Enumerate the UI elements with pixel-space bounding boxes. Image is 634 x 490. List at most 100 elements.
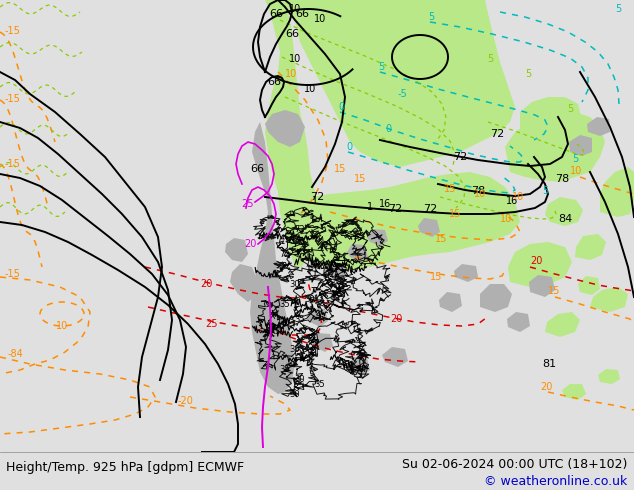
Polygon shape xyxy=(562,384,586,400)
Polygon shape xyxy=(600,167,634,217)
Text: 35: 35 xyxy=(280,300,290,309)
Text: 10: 10 xyxy=(304,84,316,94)
Polygon shape xyxy=(382,347,408,367)
Text: 72: 72 xyxy=(388,204,402,214)
Text: 66: 66 xyxy=(295,9,309,19)
Polygon shape xyxy=(347,357,370,376)
Text: 1: 1 xyxy=(367,202,373,212)
Text: 72: 72 xyxy=(453,152,467,162)
Text: 72: 72 xyxy=(310,192,324,202)
Text: 72: 72 xyxy=(490,129,504,139)
Text: 72: 72 xyxy=(305,260,315,269)
Text: 72: 72 xyxy=(325,270,335,279)
Polygon shape xyxy=(311,333,333,352)
Text: 0: 0 xyxy=(346,142,352,152)
Polygon shape xyxy=(225,238,248,262)
Text: 1: 1 xyxy=(312,196,318,206)
Text: © weatheronline.co.uk: © weatheronline.co.uk xyxy=(484,475,628,488)
Polygon shape xyxy=(545,197,583,226)
Polygon shape xyxy=(285,172,520,270)
Text: 30: 30 xyxy=(290,390,301,399)
Text: 20: 20 xyxy=(200,279,212,289)
Text: -15: -15 xyxy=(5,269,21,279)
Polygon shape xyxy=(575,234,606,260)
Text: 20: 20 xyxy=(530,256,542,266)
Polygon shape xyxy=(598,369,620,384)
Text: 66: 66 xyxy=(285,29,299,39)
Text: 10: 10 xyxy=(570,166,582,176)
Text: 35: 35 xyxy=(280,365,290,374)
Polygon shape xyxy=(454,264,478,282)
Text: 10: 10 xyxy=(289,4,301,14)
Polygon shape xyxy=(347,244,368,262)
Text: 10: 10 xyxy=(314,14,326,24)
Text: 10: 10 xyxy=(500,214,512,224)
Polygon shape xyxy=(326,262,348,282)
Text: 25: 25 xyxy=(242,199,254,209)
Polygon shape xyxy=(569,135,592,156)
Polygon shape xyxy=(439,292,462,312)
Text: 5: 5 xyxy=(378,62,384,72)
Text: 72: 72 xyxy=(423,204,437,214)
Text: 35: 35 xyxy=(295,315,306,324)
Polygon shape xyxy=(230,264,258,302)
Polygon shape xyxy=(529,275,555,297)
Text: 78: 78 xyxy=(471,186,485,196)
Polygon shape xyxy=(250,122,295,394)
Text: 30: 30 xyxy=(275,327,285,336)
Text: 5: 5 xyxy=(572,154,578,164)
Text: -15: -15 xyxy=(5,94,21,104)
Text: 15: 15 xyxy=(548,286,560,296)
Text: 10: 10 xyxy=(512,192,524,202)
Text: Su 02-06-2024 00:00 UTC (18+102): Su 02-06-2024 00:00 UTC (18+102) xyxy=(403,458,628,471)
Polygon shape xyxy=(507,312,530,332)
Text: 5: 5 xyxy=(615,4,621,14)
Text: 30: 30 xyxy=(295,375,306,384)
Polygon shape xyxy=(545,312,580,337)
Text: Height/Temp. 925 hPa [gdpm] ECMWF: Height/Temp. 925 hPa [gdpm] ECMWF xyxy=(6,461,245,474)
Text: 66: 66 xyxy=(301,0,315,2)
Text: 78: 78 xyxy=(555,174,569,184)
Text: 15: 15 xyxy=(354,174,366,184)
Text: 16: 16 xyxy=(506,196,518,206)
Polygon shape xyxy=(280,0,515,167)
Text: 10: 10 xyxy=(56,321,68,331)
Polygon shape xyxy=(520,97,582,140)
Text: -84: -84 xyxy=(8,349,23,359)
Text: 72: 72 xyxy=(295,225,306,234)
Text: 0: 0 xyxy=(338,102,344,112)
Text: 30: 30 xyxy=(305,295,315,304)
Text: -15: -15 xyxy=(5,159,21,169)
Text: 30: 30 xyxy=(290,345,301,354)
Polygon shape xyxy=(306,308,328,327)
Text: 72: 72 xyxy=(280,250,290,259)
Text: 15: 15 xyxy=(449,209,461,219)
Text: 5: 5 xyxy=(567,104,573,114)
Text: 10: 10 xyxy=(289,54,301,64)
Text: 15: 15 xyxy=(444,184,456,194)
Text: 15: 15 xyxy=(334,164,346,174)
Text: 30: 30 xyxy=(290,280,301,289)
Text: 5: 5 xyxy=(525,69,531,79)
Text: 25: 25 xyxy=(205,319,217,329)
Text: 66: 66 xyxy=(269,9,283,19)
Text: -15: -15 xyxy=(5,26,21,36)
Polygon shape xyxy=(265,110,305,147)
Text: 20: 20 xyxy=(244,239,256,249)
Text: 5: 5 xyxy=(542,186,548,196)
Polygon shape xyxy=(265,0,318,267)
Polygon shape xyxy=(587,117,610,136)
Text: -20: -20 xyxy=(178,396,194,406)
Text: 20: 20 xyxy=(540,382,552,392)
Text: 66: 66 xyxy=(267,77,281,87)
Polygon shape xyxy=(480,284,512,312)
Text: 15: 15 xyxy=(430,272,443,282)
Text: 5: 5 xyxy=(428,12,434,22)
Text: 66: 66 xyxy=(250,164,264,174)
Polygon shape xyxy=(578,276,600,295)
Text: 10: 10 xyxy=(285,69,297,79)
Text: 0: 0 xyxy=(385,124,391,134)
Text: 10: 10 xyxy=(474,189,486,199)
Text: 81: 81 xyxy=(542,359,556,369)
Text: 15: 15 xyxy=(435,234,448,244)
